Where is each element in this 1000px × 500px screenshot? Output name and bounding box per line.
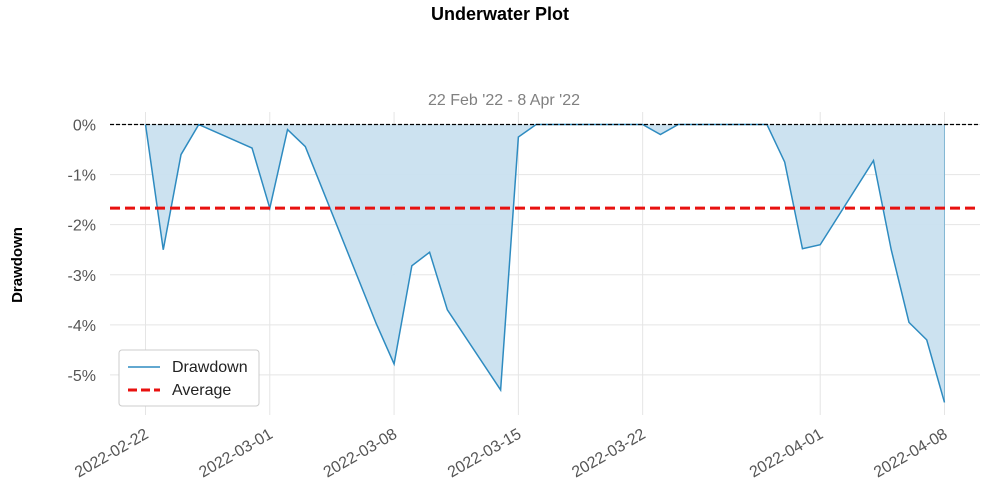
y-tick-label: -4%	[68, 318, 96, 335]
x-tick-label: 2022-03-08	[321, 426, 400, 482]
y-tick-label: -3%	[68, 268, 96, 285]
y-tick-label: 0%	[73, 118, 96, 135]
y-tick-label: -1%	[68, 168, 96, 185]
legend-average-label: Average	[172, 382, 231, 399]
y-tick-label: -5%	[68, 368, 96, 385]
drawdown-line	[144, 123, 946, 403]
y-tick-label: -2%	[68, 218, 96, 235]
x-tick-label: 2022-02-22	[72, 426, 151, 482]
x-tick-label: 2022-04-01	[747, 426, 826, 482]
drawdown-area-layer	[144, 123, 946, 403]
x-tick-label: 2022-04-08	[871, 426, 950, 482]
x-tick-labels: 2022-02-22 2022-03-01 2022-03-08 2022-03-15…	[72, 426, 950, 482]
chart-title: Underwater Plot	[431, 4, 569, 24]
legend-drawdown-label: Drawdown	[172, 359, 248, 376]
x-tick-label: 2022-03-01	[196, 426, 275, 482]
legend: Drawdown Average	[118, 349, 260, 407]
y-axis-label: Drawdown	[9, 227, 26, 303]
chart-subtitle: 22 Feb '22 - 8 Apr '22	[428, 92, 580, 109]
reference-lines	[110, 123, 980, 210]
y-tick-labels: 0% -1% -2% -3% -4% -5%	[68, 118, 96, 385]
drawdown-fill	[145, 124, 945, 403]
x-tick-label: 2022-03-15	[445, 426, 524, 482]
legend-box	[118, 349, 260, 407]
x-tick-label: 2022-03-22	[569, 426, 648, 482]
